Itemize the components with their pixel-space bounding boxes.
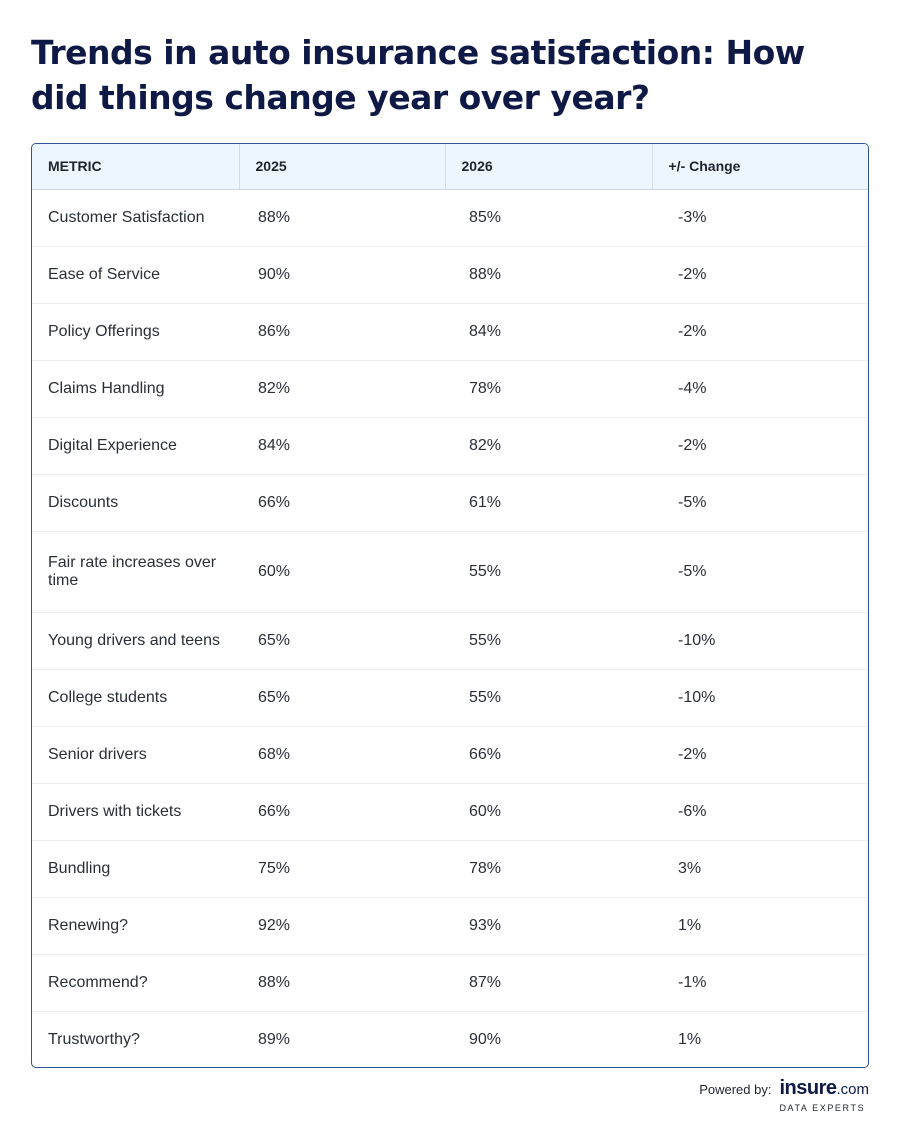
value-2025-cell: 82% — [239, 360, 445, 418]
change-cell: -6% — [652, 783, 868, 841]
footer: Powered by: insure.com DATA EXPERTS — [699, 1077, 869, 1117]
metric-cell: Renewing? — [32, 897, 239, 955]
value-2026-cell: 85% — [445, 189, 652, 247]
table-row: College students 65% 55% -10% — [32, 669, 868, 727]
table-row: Policy Offerings 86% 84% -2% — [32, 303, 868, 361]
value-2025-cell: 65% — [239, 669, 445, 727]
value-2026-cell: 87% — [445, 954, 652, 1012]
change-cell: -5% — [652, 474, 868, 532]
value-2026-cell: 78% — [445, 360, 652, 418]
value-2026-cell: 55% — [445, 669, 652, 727]
table-row: Digital Experience 84% 82% -2% — [32, 417, 868, 475]
metric-cell: Discounts — [32, 474, 239, 532]
table-row: Trustworthy? 89% 90% 1% — [32, 1011, 868, 1067]
logo-tagline: DATA EXPERTS — [779, 1103, 866, 1113]
change-cell: -2% — [652, 726, 868, 784]
table-body: Customer Satisfaction 88% 85% -3% Ease of Se… — [32, 189, 868, 1067]
value-2026-cell: 55% — [445, 531, 652, 613]
value-2026-cell: 93% — [445, 897, 652, 955]
table-row: Claims Handling 82% 78% -4% — [32, 360, 868, 418]
value-2026-cell: 78% — [445, 840, 652, 898]
value-2025-cell: 66% — [239, 783, 445, 841]
column-header-2026: 2026 — [445, 144, 653, 190]
insure-logo: insure.com DATA EXPERTS — [779, 1077, 869, 1113]
change-cell: 3% — [652, 840, 868, 898]
metric-cell: Bundling — [32, 840, 239, 898]
value-2026-cell: 84% — [445, 303, 652, 361]
metric-cell: Customer Satisfaction — [32, 189, 239, 247]
column-header-2025: 2025 — [239, 144, 446, 190]
change-cell: -10% — [652, 612, 868, 670]
change-cell: -2% — [652, 303, 868, 361]
value-2025-cell: 75% — [239, 840, 445, 898]
satisfaction-table: METRIC 2025 2026 +/- Change Customer Sat… — [31, 143, 869, 1068]
metric-cell: Claims Handling — [32, 360, 239, 418]
change-cell: -3% — [652, 189, 868, 247]
value-2026-cell: 66% — [445, 726, 652, 784]
column-header-change: +/- Change — [652, 144, 868, 190]
table-row: Drivers with tickets 66% 60% -6% — [32, 783, 868, 841]
change-cell: -2% — [652, 246, 868, 304]
table-row: Customer Satisfaction 88% 85% -3% — [32, 189, 868, 247]
value-2025-cell: 84% — [239, 417, 445, 475]
metric-cell: Policy Offerings — [32, 303, 239, 361]
table-row: Bundling 75% 78% 3% — [32, 840, 868, 898]
metric-cell: Senior drivers — [32, 726, 239, 784]
value-2025-cell: 90% — [239, 246, 445, 304]
change-cell: -5% — [652, 531, 868, 613]
change-cell: 1% — [652, 897, 868, 955]
value-2026-cell: 55% — [445, 612, 652, 670]
table-row: Recommend? 88% 87% -1% — [32, 954, 868, 1012]
powered-by-label: Powered by: — [699, 1082, 772, 1097]
column-header-metric: METRIC — [32, 144, 240, 190]
metric-cell: College students — [32, 669, 239, 727]
change-cell: -2% — [652, 417, 868, 475]
value-2025-cell: 89% — [258, 1030, 291, 1048]
value-2026-cell: 60% — [445, 783, 652, 841]
metric-cell: Drivers with tickets — [32, 783, 239, 841]
metric-cell: Young drivers and teens — [32, 612, 239, 670]
value-2025-cell: 66% — [239, 474, 445, 532]
table-row: Ease of Service 90% 88% -2% — [32, 246, 868, 304]
metric-cell: Ease of Service — [32, 246, 239, 304]
metric-cell: Digital Experience — [32, 417, 239, 475]
metric-cell: Recommend? — [32, 954, 239, 1012]
page-title: Trends in auto insurance satisfaction: H… — [31, 33, 805, 117]
value-2025-cell: 68% — [239, 726, 445, 784]
change-cell: 1% — [678, 1030, 702, 1048]
value-2026-cell: 88% — [445, 246, 652, 304]
logo-name: insure — [779, 1077, 837, 1099]
value-2025-cell: 60% — [239, 531, 445, 613]
table-row: Fair rate increases over time 60% 55% -5% — [32, 531, 868, 613]
table-header-row: METRIC 2025 2026 +/- Change — [32, 144, 868, 190]
value-2026-cell: 90% — [469, 1030, 502, 1048]
table-row: Young drivers and teens 65% 55% -10% — [32, 612, 868, 670]
table-row: Discounts 66% 61% -5% — [32, 474, 868, 532]
value-2025-cell: 88% — [239, 954, 445, 1012]
table-row: Senior drivers 68% 66% -2% — [32, 726, 868, 784]
value-2026-cell: 82% — [445, 417, 652, 475]
value-2025-cell: 88% — [239, 189, 445, 247]
change-cell: -1% — [652, 954, 868, 1012]
change-cell: -10% — [652, 669, 868, 727]
value-2025-cell: 86% — [239, 303, 445, 361]
value-2025-cell: 92% — [239, 897, 445, 955]
metric-cell: Fair rate increases over time — [32, 531, 239, 613]
value-2026-cell: 61% — [445, 474, 652, 532]
table-row: Renewing? 92% 93% 1% — [32, 897, 868, 955]
metric-cell: Trustworthy? — [48, 1030, 140, 1048]
change-cell: -4% — [652, 360, 868, 418]
value-2025-cell: 65% — [239, 612, 445, 670]
logo-tld: .com — [836, 1081, 869, 1098]
